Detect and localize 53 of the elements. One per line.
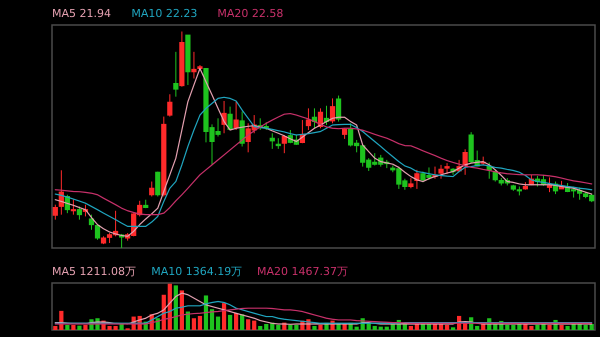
bar (547, 324, 552, 330)
bar (83, 324, 88, 330)
candlestick (191, 51, 197, 79)
bar (234, 313, 238, 330)
bar (535, 324, 540, 330)
bar (174, 285, 178, 330)
text: MA10 22.23 (131, 7, 198, 20)
text: MA5 1211.08万 (52, 265, 136, 278)
bar (71, 324, 76, 330)
candlestick (173, 51, 178, 98)
bar (192, 318, 196, 330)
bar (402, 324, 407, 330)
candlestick (444, 162, 450, 175)
candlestick (276, 138, 281, 150)
candlestick (227, 106, 233, 131)
text: MA5 21.94 (52, 7, 112, 20)
candlestick (438, 164, 444, 180)
bar (559, 324, 564, 330)
candlestick (306, 108, 312, 131)
candlestick (234, 101, 239, 131)
bar (198, 316, 202, 330)
bar (107, 326, 112, 330)
candlestick (58, 170, 64, 216)
candlestick (155, 171, 160, 197)
candlestick (167, 94, 172, 118)
bar (408, 326, 413, 330)
candlestick (330, 98, 336, 124)
bar (312, 326, 317, 330)
bar (228, 314, 232, 330)
candlestick (270, 132, 275, 150)
bar (113, 326, 118, 330)
candlestick (408, 178, 414, 189)
bar (318, 324, 323, 330)
bar (216, 316, 220, 330)
candlestick (336, 95, 342, 122)
bar (210, 309, 214, 330)
bar (481, 324, 486, 330)
text: MA10 1364.19万 (151, 265, 242, 278)
text: MA20 22.58 (217, 7, 284, 20)
bar (288, 324, 292, 330)
candlestick (76, 206, 82, 220)
candlestick (149, 181, 154, 197)
bar (529, 326, 534, 330)
candlestick (546, 176, 552, 193)
bar (444, 324, 450, 330)
bar (65, 324, 70, 330)
bar (294, 324, 298, 330)
bar (77, 326, 82, 330)
bar (565, 326, 570, 330)
candlestick (52, 204, 58, 220)
text: MA20 1467.37万 (257, 265, 348, 278)
candlestick (282, 134, 287, 154)
candlestick (70, 199, 76, 216)
